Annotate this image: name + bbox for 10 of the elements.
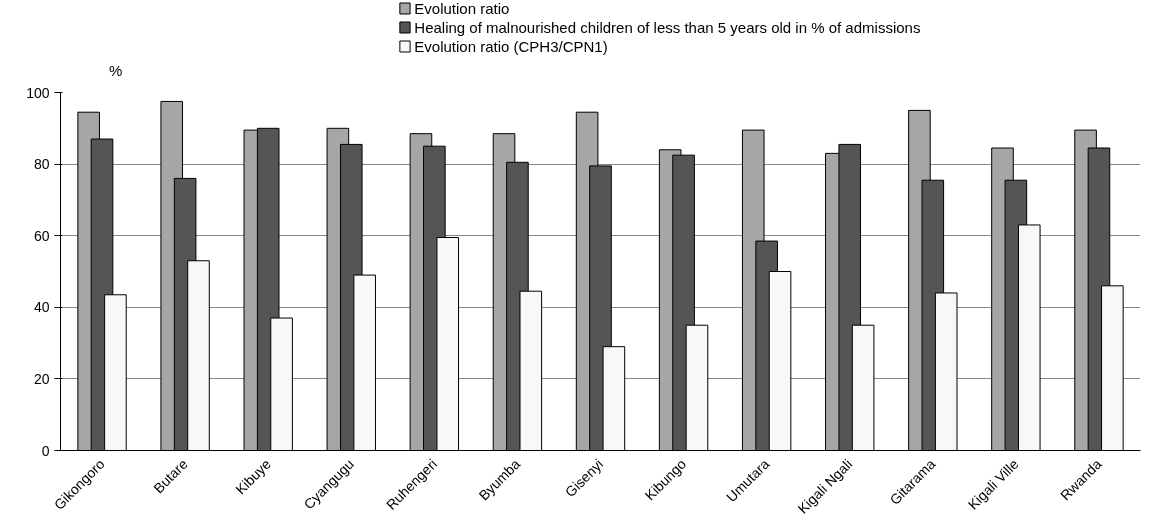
y-tick-label: 80 xyxy=(33,156,50,173)
legend-label: Healing of malnourished children of less than 5 years old in % of admissions xyxy=(414,19,921,36)
y-axis-title: % xyxy=(108,61,123,79)
y-tick-label: 100 xyxy=(26,84,50,101)
y-tick-label: 40 xyxy=(33,299,50,316)
legend-label: Evolution ratio (CPH3/CPN1) xyxy=(414,38,608,55)
y-tick-label: 0 xyxy=(41,442,50,459)
y-tick-label: 60 xyxy=(33,227,50,244)
y-tick-label: 20 xyxy=(33,370,50,387)
legend-label: Evolution ratio xyxy=(414,0,510,17)
